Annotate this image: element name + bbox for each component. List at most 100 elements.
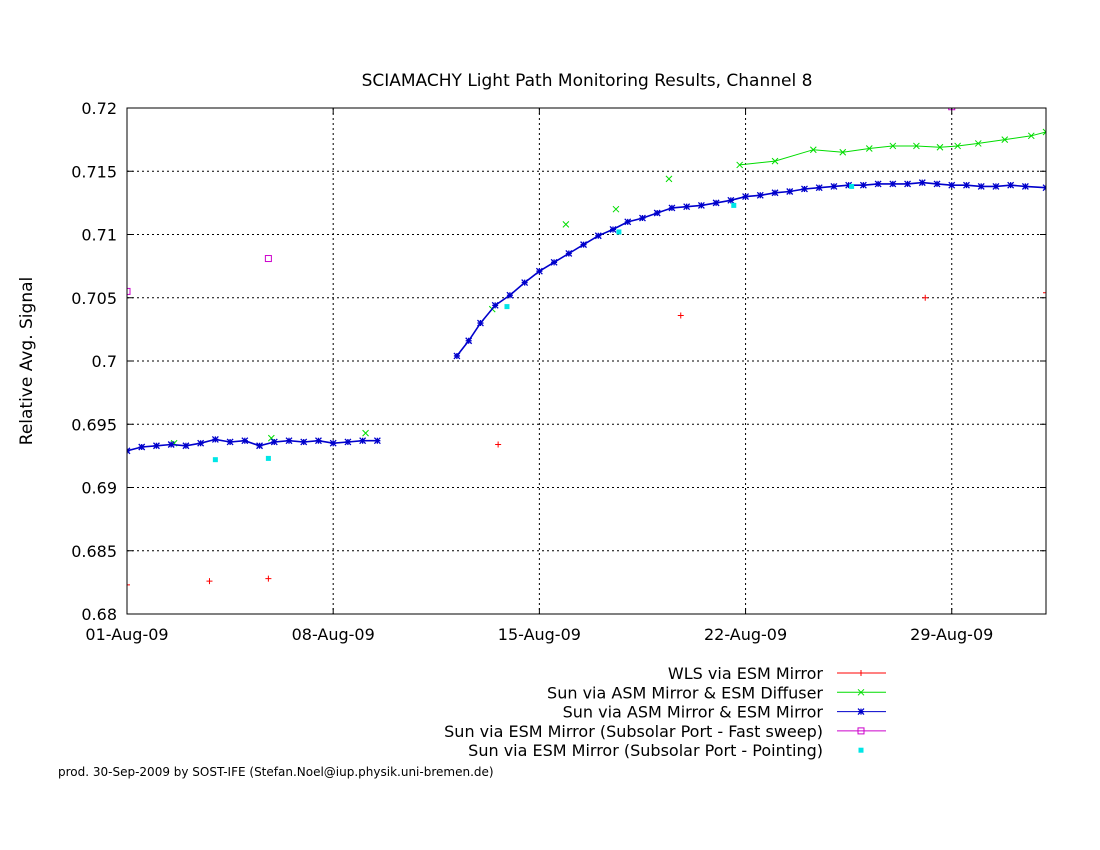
- y-tick-label: 0.685: [71, 542, 117, 561]
- data-point: [152, 442, 160, 450]
- data-point: [830, 182, 838, 190]
- data-point: [948, 181, 956, 189]
- data-point: [491, 301, 499, 309]
- data-point: [771, 157, 779, 165]
- y-tick-label: 0.72: [81, 99, 117, 118]
- data-point: [874, 180, 882, 188]
- data-point: [580, 241, 588, 249]
- data-point: [314, 437, 322, 445]
- data-point: [264, 255, 272, 263]
- data-point: [565, 250, 573, 257]
- data-point: [665, 175, 673, 183]
- data-point: [609, 225, 617, 233]
- data-point: [839, 148, 847, 156]
- data-point: [845, 181, 853, 189]
- y-tick-label: 0.7: [92, 352, 117, 371]
- data-point: [918, 179, 926, 187]
- data-point: [712, 199, 720, 207]
- data-point: [265, 455, 271, 461]
- data-point: [815, 184, 823, 192]
- data-point: [550, 258, 558, 266]
- legend-marker: [857, 708, 865, 716]
- data-point: [1001, 136, 1009, 143]
- data-point: [329, 439, 337, 447]
- data-point: [922, 294, 929, 301]
- legend-label: Sun via ESM Mirror (Subsolar Port - Poin…: [468, 741, 823, 760]
- data-point: [936, 143, 944, 151]
- data-point: [616, 229, 622, 235]
- data-point: [1027, 132, 1035, 140]
- data-point: [1042, 128, 1046, 136]
- legend-marker: [858, 747, 864, 753]
- data-point: [727, 196, 735, 204]
- data-point: [668, 204, 676, 212]
- data-point: [127, 287, 131, 295]
- series-5: [212, 183, 855, 463]
- data-point: [182, 442, 190, 450]
- data-point: [933, 180, 941, 188]
- data-point: [285, 437, 293, 445]
- footer-note: prod. 30-Sep-2009 by SOST-IFE (Stefan.No…: [58, 765, 494, 779]
- axis-ticks: 01-Aug-09 08-Aug-09 15-Aug-09 22-Aug-09 29-A…: [71, 99, 1046, 644]
- plot-area: [127, 108, 1046, 588]
- data-point: [495, 441, 502, 448]
- grid-lines: [127, 108, 1046, 614]
- data-point: [506, 291, 514, 299]
- y-tick-label: 0.69: [81, 479, 117, 498]
- data-point: [300, 438, 308, 446]
- data-point: [359, 437, 367, 445]
- legend-label: Sun via ASM Mirror & ESM Mirror: [563, 703, 824, 722]
- data-point: [612, 205, 620, 213]
- legend-marker: [857, 727, 865, 735]
- data-point: [138, 443, 146, 451]
- data-point: [653, 209, 661, 217]
- legend-marker: [858, 670, 864, 676]
- data-point: [256, 442, 264, 450]
- data-point: [756, 191, 764, 199]
- data-point: [801, 185, 808, 193]
- data-point: [265, 575, 272, 582]
- legend-label: Sun via ESM Mirror (Subsolar Port - Fast…: [444, 722, 823, 741]
- data-point: [197, 439, 205, 447]
- data-point: [974, 140, 982, 147]
- data-point: [889, 142, 897, 150]
- data-point: [977, 182, 985, 190]
- data-point: [731, 202, 737, 208]
- data-point: [373, 437, 381, 445]
- y-tick-label: 0.695: [71, 415, 117, 434]
- data-point: [453, 352, 461, 360]
- data-point: [1007, 181, 1015, 189]
- legend-label: WLS via ESM Mirror: [668, 664, 824, 683]
- x-tick-label: 01-Aug-09: [85, 625, 168, 644]
- y-axis-label: Relative Avg. Signal: [17, 277, 37, 445]
- y-tick-label: 0.715: [71, 162, 117, 181]
- data-point: [206, 578, 213, 585]
- data-point: [535, 267, 543, 275]
- data-point: [594, 232, 602, 240]
- series-3: [127, 179, 1046, 455]
- data-point: [1043, 289, 1046, 296]
- data-point: [992, 182, 1000, 190]
- data-point: [1021, 182, 1029, 190]
- data-point: [742, 193, 750, 201]
- data-point: [859, 181, 867, 189]
- data-point: [639, 214, 646, 222]
- data-point: [477, 319, 484, 327]
- data-point: [786, 188, 794, 195]
- data-point: [127, 581, 130, 588]
- data-point: [889, 180, 897, 188]
- data-point: [677, 312, 684, 319]
- chart-title: SCIAMACHY Light Path Monitoring Results,…: [362, 71, 813, 91]
- data-point: [521, 279, 529, 287]
- data-point: [683, 203, 691, 211]
- y-tick-label: 0.71: [81, 226, 117, 245]
- data-point: [212, 457, 218, 463]
- data-point: [211, 435, 219, 443]
- data-point: [344, 438, 352, 446]
- legend-label: Sun via ASM Mirror & ESM Diffuser: [547, 683, 823, 702]
- data-point: [849, 183, 855, 189]
- data-point: [913, 142, 920, 150]
- data-point: [624, 218, 632, 226]
